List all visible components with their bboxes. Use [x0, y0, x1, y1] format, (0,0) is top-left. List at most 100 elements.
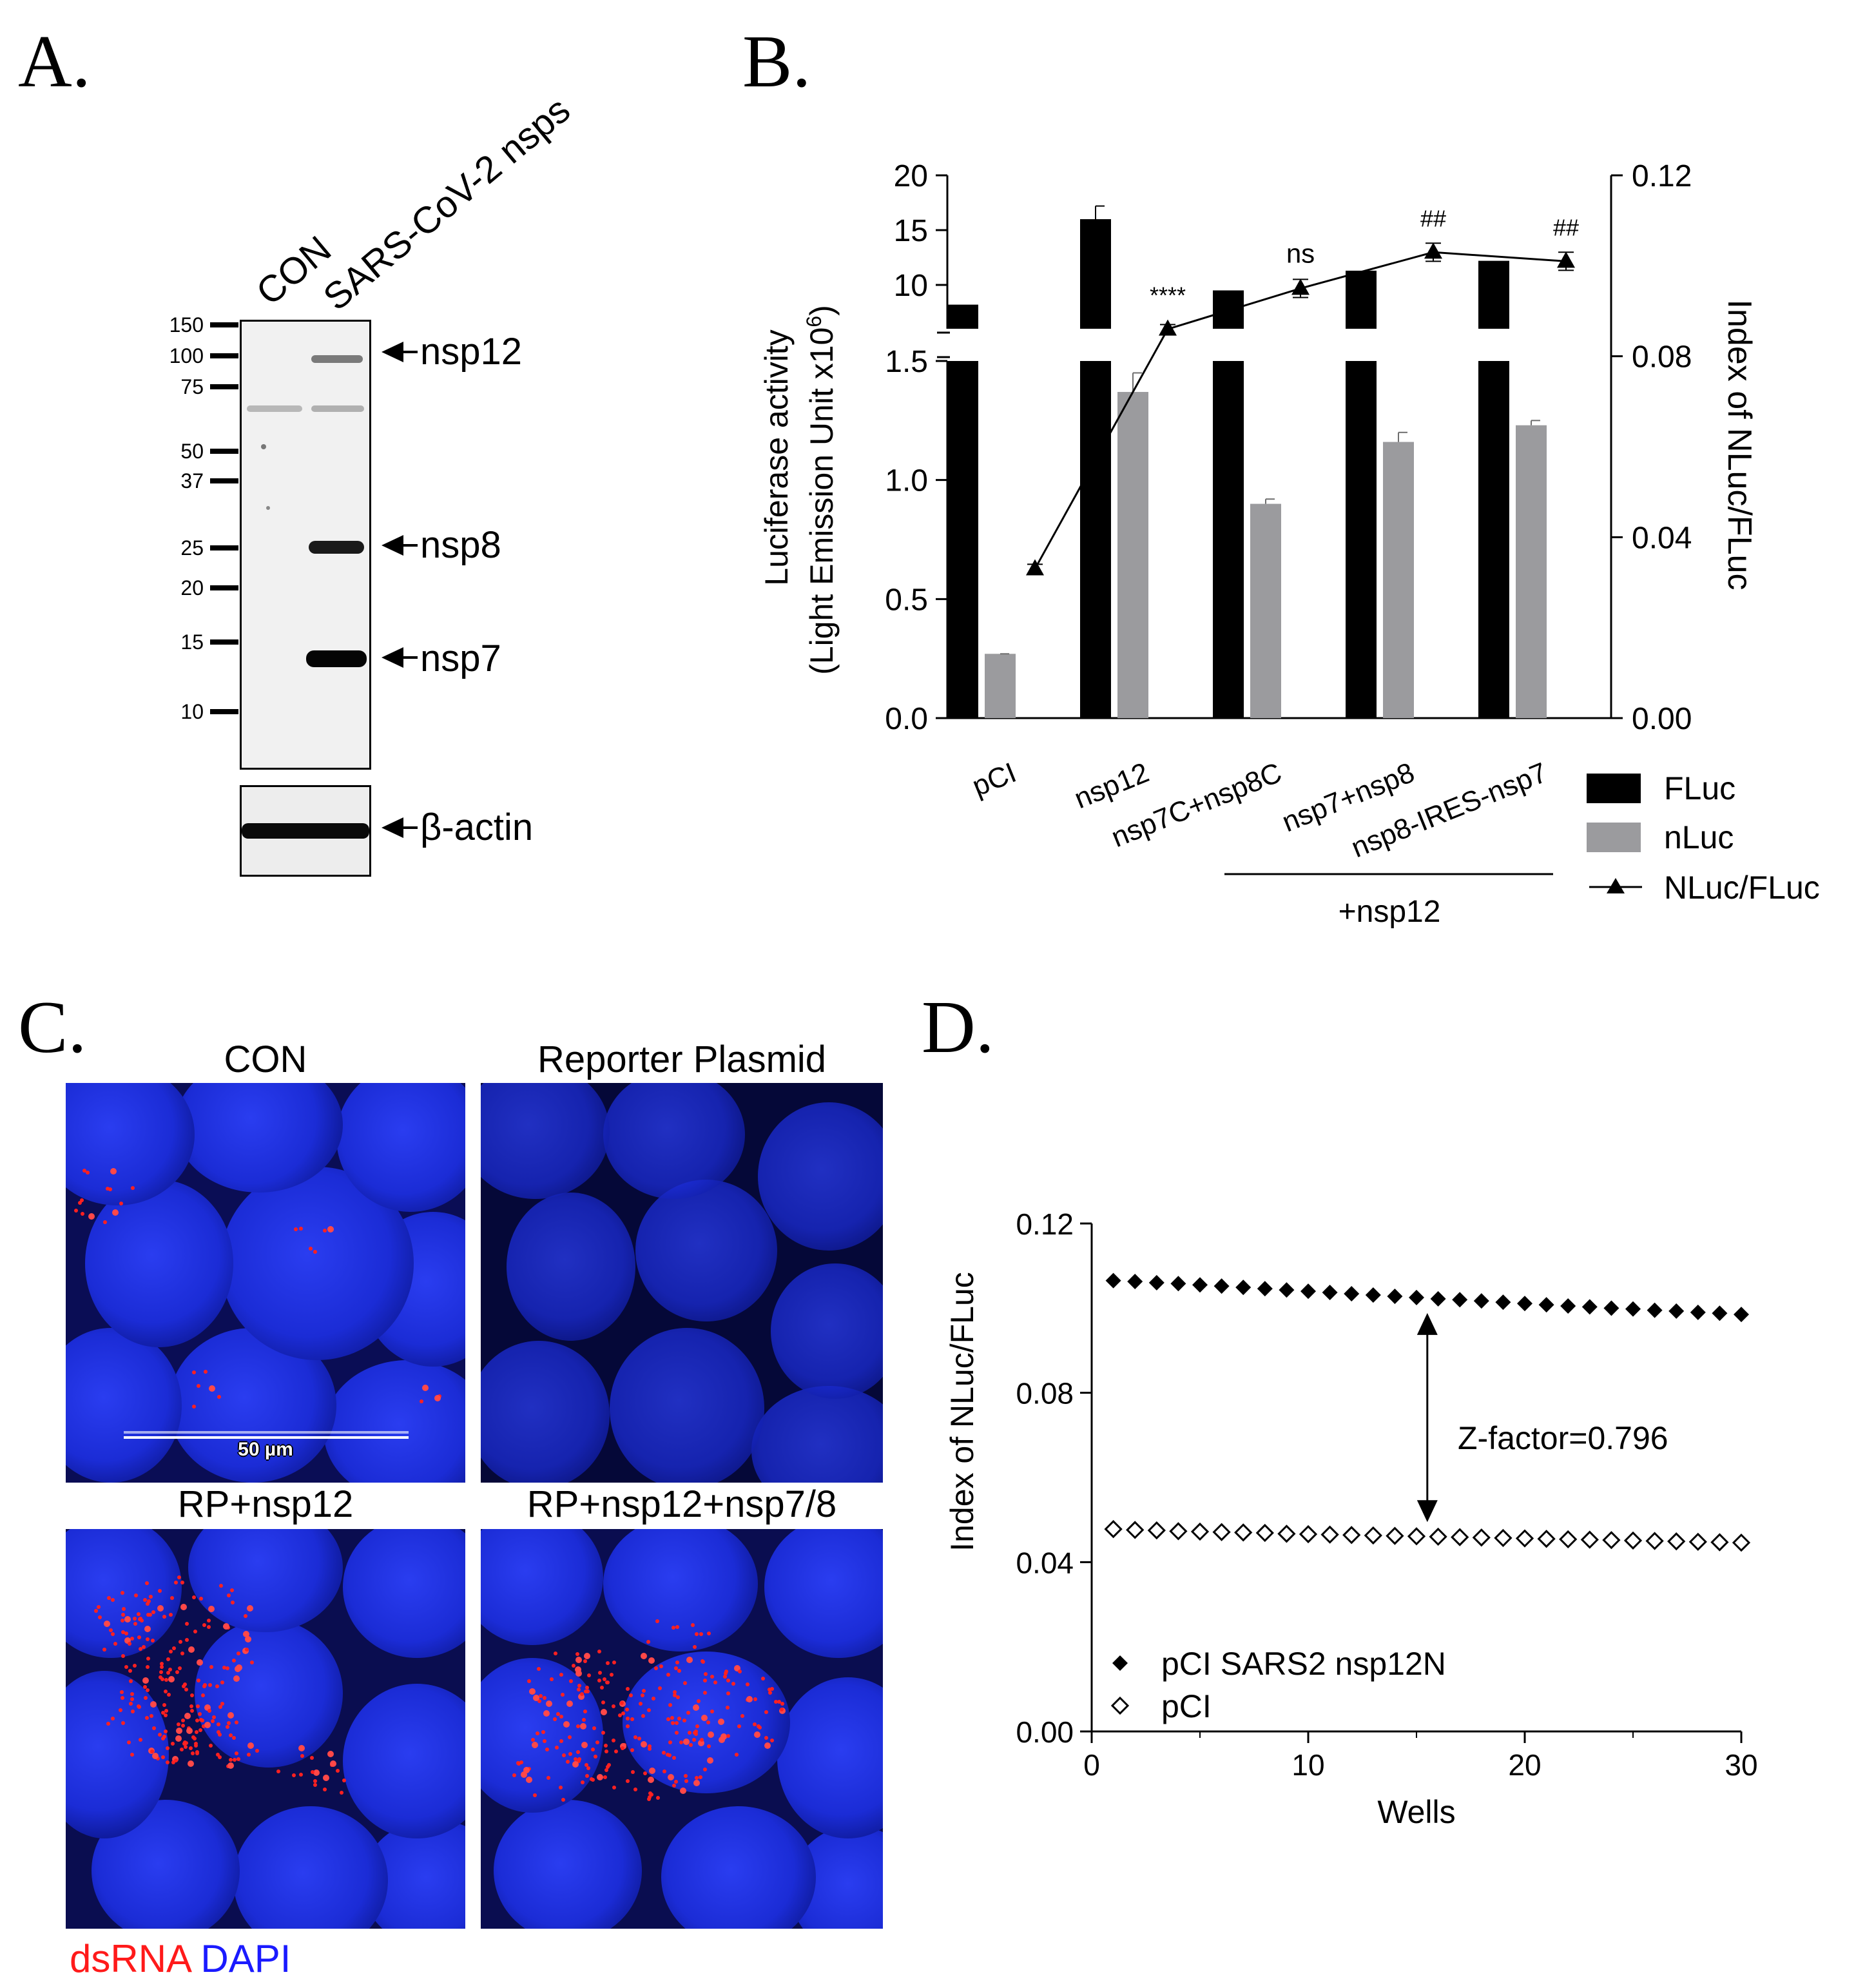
dsrna-signal — [684, 1779, 689, 1784]
dsrna-signal — [573, 1757, 577, 1761]
chart-b-ytick-label: 10 — [894, 269, 928, 303]
dsrna-signal — [646, 1708, 651, 1713]
dsrna-signal — [243, 1630, 250, 1637]
point-nsp12n-diamond — [1625, 1301, 1641, 1317]
dsrna-signal — [81, 1211, 85, 1216]
dsrna-signal — [672, 1783, 677, 1788]
dsrna-signal — [621, 1746, 625, 1751]
dsrna-signal — [144, 1695, 148, 1700]
dsrna-signal — [97, 1605, 101, 1610]
point-nsp12n-diamond — [1603, 1300, 1619, 1316]
dsrna-signal — [308, 1247, 313, 1251]
dsrna-signal — [121, 1630, 126, 1635]
dsrna-signal — [704, 1672, 708, 1677]
point-pci-diamond — [1602, 1531, 1621, 1550]
dsrna-signal — [545, 1701, 552, 1708]
dsrna-signal — [94, 1609, 99, 1613]
dsrna-signal — [606, 1661, 610, 1665]
chart-b-y2tick-label: 0.00 — [1632, 702, 1692, 736]
dsrna-signal — [706, 1744, 711, 1748]
dsrna-signal — [576, 1724, 581, 1729]
dsrna-signal — [542, 1739, 546, 1743]
dsrna-signal — [649, 1768, 656, 1775]
dsrna-signal — [188, 1760, 195, 1767]
chart-b-ytick-label: 15 — [894, 214, 928, 248]
dsrna-signal — [234, 1751, 238, 1755]
dsrna-signal — [217, 1733, 222, 1737]
cell-nucleus — [481, 1083, 610, 1199]
dsrna-signal — [142, 1677, 150, 1684]
dsrna-signal — [575, 1666, 582, 1673]
dsrna-signal — [291, 1773, 296, 1778]
blot-band-actin — [242, 823, 369, 839]
point-ratio-triangle — [1557, 251, 1575, 268]
dsrna-signal — [218, 1755, 222, 1760]
dsrna-signal — [753, 1697, 757, 1702]
point-ratio-triangle — [1159, 319, 1177, 336]
point-pci-diamond — [1104, 1519, 1123, 1539]
arrow-up-icon — [1416, 1312, 1438, 1335]
dsrna-signal — [298, 1745, 305, 1752]
dsrna-signal — [160, 1677, 164, 1681]
dsrna-signal — [299, 1772, 304, 1777]
dsrna-signal — [559, 1672, 563, 1677]
dsrna-signal — [422, 1384, 429, 1391]
dsrna-signal — [195, 1718, 199, 1722]
significance-label: ## — [1420, 205, 1446, 231]
dsrna-signal — [118, 1708, 122, 1713]
dsrna-signal — [102, 1220, 107, 1225]
dsrna-signal — [695, 1724, 699, 1729]
stain-label-dsrna: dsRNA — [70, 1937, 190, 1980]
mw-tick — [210, 353, 238, 358]
chart-b-ytick-label: 0.5 — [885, 583, 928, 617]
dsrna-signal — [227, 1762, 234, 1769]
dsrna-signal — [675, 1660, 679, 1664]
dsrna-signal — [641, 1714, 646, 1719]
micrograph-con: 50 µm — [66, 1083, 465, 1483]
dsrna-signal — [612, 1785, 617, 1789]
blot-speck — [261, 444, 266, 449]
point-pci-diamond — [1710, 1533, 1729, 1552]
chart-d-xtick-label: 30 — [1725, 1748, 1757, 1782]
dsrna-signal — [640, 1740, 647, 1748]
dsrna-signal — [536, 1667, 541, 1671]
dsrna-signal — [207, 1709, 211, 1713]
dsrna-signal — [216, 1722, 220, 1726]
point-pci-diamond — [1451, 1528, 1469, 1546]
cell-nucleus — [66, 1328, 182, 1483]
point-pci-diamond — [1212, 1523, 1231, 1541]
dsrna-signal — [531, 1737, 536, 1742]
dsrna-signal — [195, 1750, 200, 1755]
dsrna-signal — [176, 1722, 180, 1727]
arrow-stem — [400, 544, 418, 547]
point-nsp12n-diamond — [1517, 1296, 1532, 1312]
dsrna-signal — [647, 1747, 652, 1751]
dsrna-signal — [299, 1227, 304, 1231]
dsrna-signal — [234, 1720, 238, 1725]
cell-nucleus — [481, 1658, 603, 1813]
dsrna-signal — [146, 1612, 151, 1617]
dsrna-signal — [178, 1640, 182, 1644]
dsrna-signal — [150, 1701, 157, 1708]
chart-b-luciferase: 0.0 0.5 1.0 1.5 10 15 20 0.00 0.04 0.08 0.12 pCI nsp… — [759, 159, 1820, 929]
dsrna-signal — [313, 1769, 320, 1777]
dsrna-signal — [630, 1748, 635, 1752]
dsrna-signal — [124, 1637, 131, 1644]
dsrna-signal — [151, 1638, 155, 1642]
dsrna-signal — [539, 1694, 543, 1699]
point-pci-diamond — [1126, 1521, 1145, 1539]
point-nsp12n-diamond — [1148, 1274, 1165, 1291]
dsrna-signal — [150, 1714, 154, 1719]
arrow-stem — [400, 656, 418, 659]
dsrna-signal — [706, 1720, 710, 1725]
dsrna-signal — [211, 1715, 216, 1720]
dsrna-signal — [162, 1702, 167, 1707]
bar-fluc-upper — [1478, 260, 1509, 329]
point-pci-diamond — [1732, 1534, 1751, 1552]
point-ratio-triangle — [1026, 559, 1044, 576]
dsrna-signal — [185, 1622, 189, 1626]
dsrna-signal — [567, 1735, 572, 1740]
dsrna-signal — [164, 1708, 168, 1713]
dsrna-signal — [565, 1760, 570, 1764]
dsrna-signal — [695, 1632, 699, 1637]
